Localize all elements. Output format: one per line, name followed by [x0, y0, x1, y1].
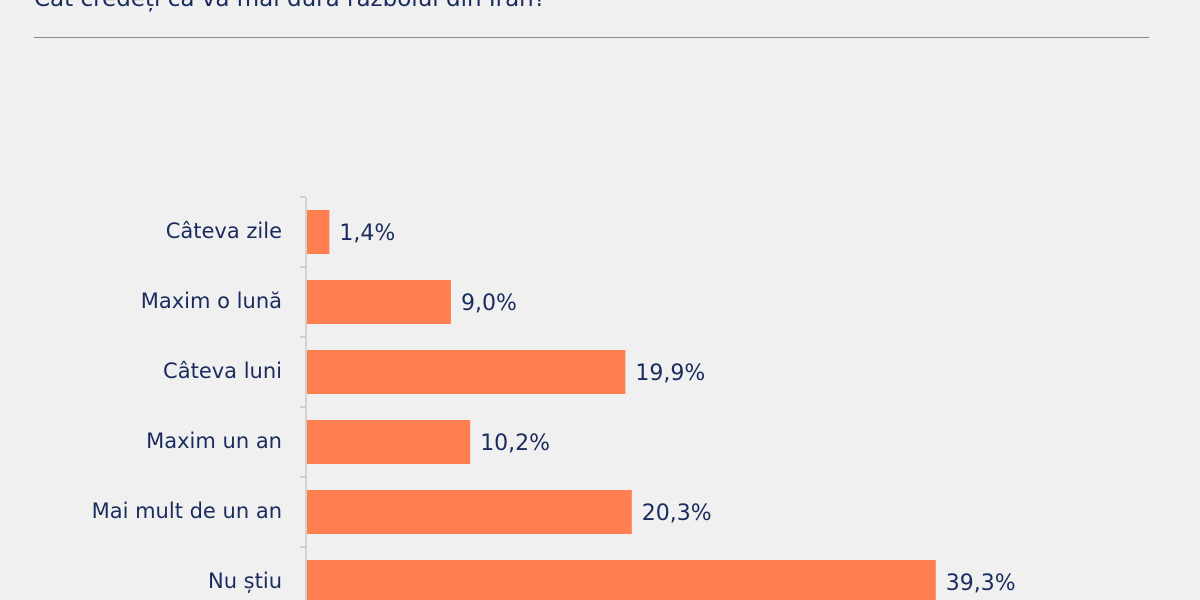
data-label: 1,4% — [339, 221, 395, 246]
data-label: 19,9% — [635, 361, 705, 386]
category-label: Maxim o lună — [141, 289, 282, 313]
bar — [307, 350, 626, 394]
category-label: Maxim un an — [146, 429, 282, 453]
category-label: Câteva zile — [166, 219, 282, 243]
bar — [307, 490, 632, 534]
bar — [307, 560, 936, 600]
title-divider — [34, 37, 1149, 38]
category-label: Nu știu — [208, 569, 282, 593]
data-label: 9,0% — [461, 291, 517, 316]
chart-title: Cât credeți că va mai dura războiul din … — [34, 0, 546, 12]
bar — [307, 280, 451, 324]
category-label: Câteva luni — [163, 359, 282, 383]
bar — [307, 210, 330, 254]
data-label: 10,2% — [480, 431, 550, 456]
bar — [307, 420, 471, 464]
data-label: 20,3% — [642, 501, 712, 526]
data-label: 39,3% — [946, 571, 1016, 596]
category-label: Mai mult de un an — [92, 499, 282, 523]
